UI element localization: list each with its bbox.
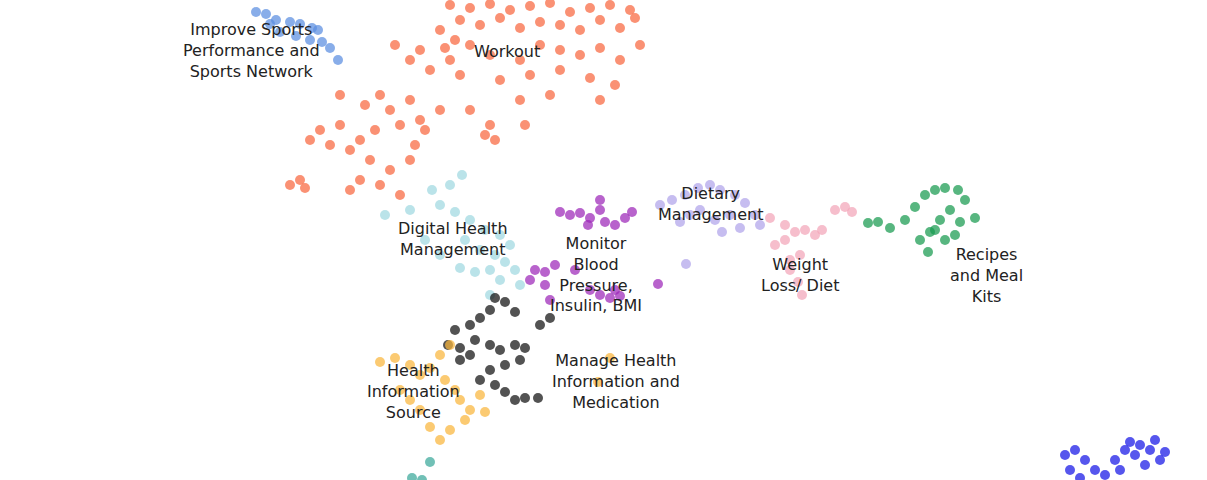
svg-text:Recipesand MealKits: Recipesand MealKits — [950, 245, 1023, 306]
svg-text:HealthInformationSource: HealthInformationSource — [367, 361, 460, 422]
svg-text:Manage HealthInformation andMe: Manage HealthInformation andMedication — [552, 351, 680, 412]
svg-text:DietaryManagement: DietaryManagement — [658, 184, 763, 224]
svg-text:Digital HealthManagement: Digital HealthManagement — [398, 219, 508, 259]
svg-text:Improve SportsPerformance andS: Improve SportsPerformance andSports Netw… — [183, 20, 320, 81]
svg-text:Workout: Workout — [474, 42, 540, 61]
svg-text:WeightLoss/ Diet: WeightLoss/ Diet — [761, 255, 839, 295]
svg-text:MonitorBloodPressure,Insulin,: MonitorBloodPressure,Insulin, BMI — [550, 234, 642, 315]
